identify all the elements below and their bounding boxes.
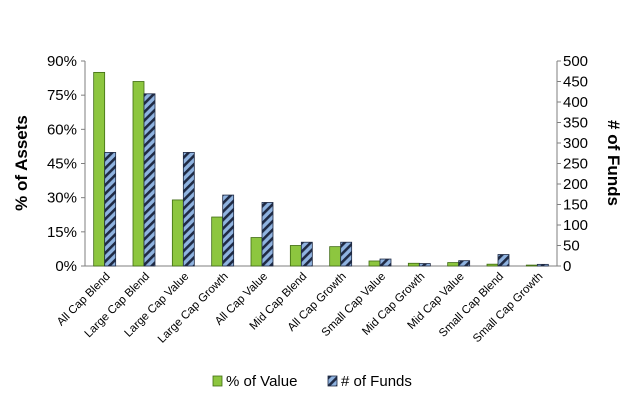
bar-funds: [182, 152, 195, 267]
category-label: Small Cap Growth: [471, 271, 545, 345]
right-tick-label: 100: [563, 217, 588, 234]
right-tick-label: 150: [563, 197, 588, 214]
right-tick-label: 500: [563, 53, 588, 70]
bar-funds: [379, 258, 392, 267]
bar-funds: [104, 152, 117, 267]
legend: % of Value # of Funds: [212, 373, 412, 390]
right-tick-label: 250: [563, 156, 588, 173]
bar-value: [250, 237, 263, 267]
bar-funds: [261, 202, 274, 267]
left-tick-label: 30%: [47, 190, 77, 207]
y2-axis-title: # of Funds: [604, 120, 623, 206]
left-tick-label: 90%: [47, 53, 77, 70]
right-tick-label: 400: [563, 94, 588, 111]
bar-value: [486, 263, 499, 267]
bar-value: [329, 246, 342, 267]
left-tick-label: 0%: [55, 258, 77, 275]
right-tick-labels: 0 50 100 150 200 250 300 350 400 450 500: [557, 53, 588, 275]
right-tick-label: 200: [563, 176, 588, 193]
bar-funds: [536, 263, 549, 267]
y-axis-title: % of Assets: [12, 115, 31, 211]
bar-value: [447, 262, 460, 267]
bar-funds: [143, 93, 156, 267]
legend-swatch-funds: [327, 375, 338, 387]
bar-value: [525, 264, 538, 267]
bar-funds: [222, 194, 235, 267]
bar-value: [407, 262, 420, 267]
legend-label-value: % of Value: [226, 373, 297, 390]
legend-label-funds: # of Funds: [341, 373, 412, 390]
bar-value: [211, 216, 224, 267]
bar-funds: [458, 260, 471, 267]
right-tick-label: 350: [563, 115, 588, 132]
left-tick-label: 45%: [47, 156, 77, 173]
category-label: Large Cap Growth: [156, 271, 231, 346]
left-tick-label: 15%: [47, 224, 77, 241]
right-tick-label: 0: [563, 258, 571, 275]
legend-swatch-value: [212, 375, 223, 387]
bar-funds: [497, 254, 510, 267]
bar-value: [368, 260, 381, 267]
bar-funds: [300, 241, 313, 267]
bar-value: [171, 199, 184, 267]
legend-item-value: % of Value: [212, 373, 297, 390]
bar-funds: [418, 263, 431, 267]
bar-value: [93, 71, 106, 267]
left-tick-label: 75%: [47, 87, 77, 104]
bar-value: [289, 245, 302, 267]
right-tick-label: 300: [563, 135, 588, 152]
bar-funds: [340, 241, 353, 267]
left-tick-label: 60%: [47, 121, 77, 138]
right-tick-label: 50: [563, 238, 580, 255]
legend-item-funds: # of Funds: [327, 373, 412, 390]
right-tick-label: 450: [563, 74, 588, 91]
bars-group: [93, 71, 549, 267]
bar-value: [132, 81, 145, 267]
left-tick-labels: 0% 15% 30% 45% 60% 75% 90%: [47, 53, 85, 275]
